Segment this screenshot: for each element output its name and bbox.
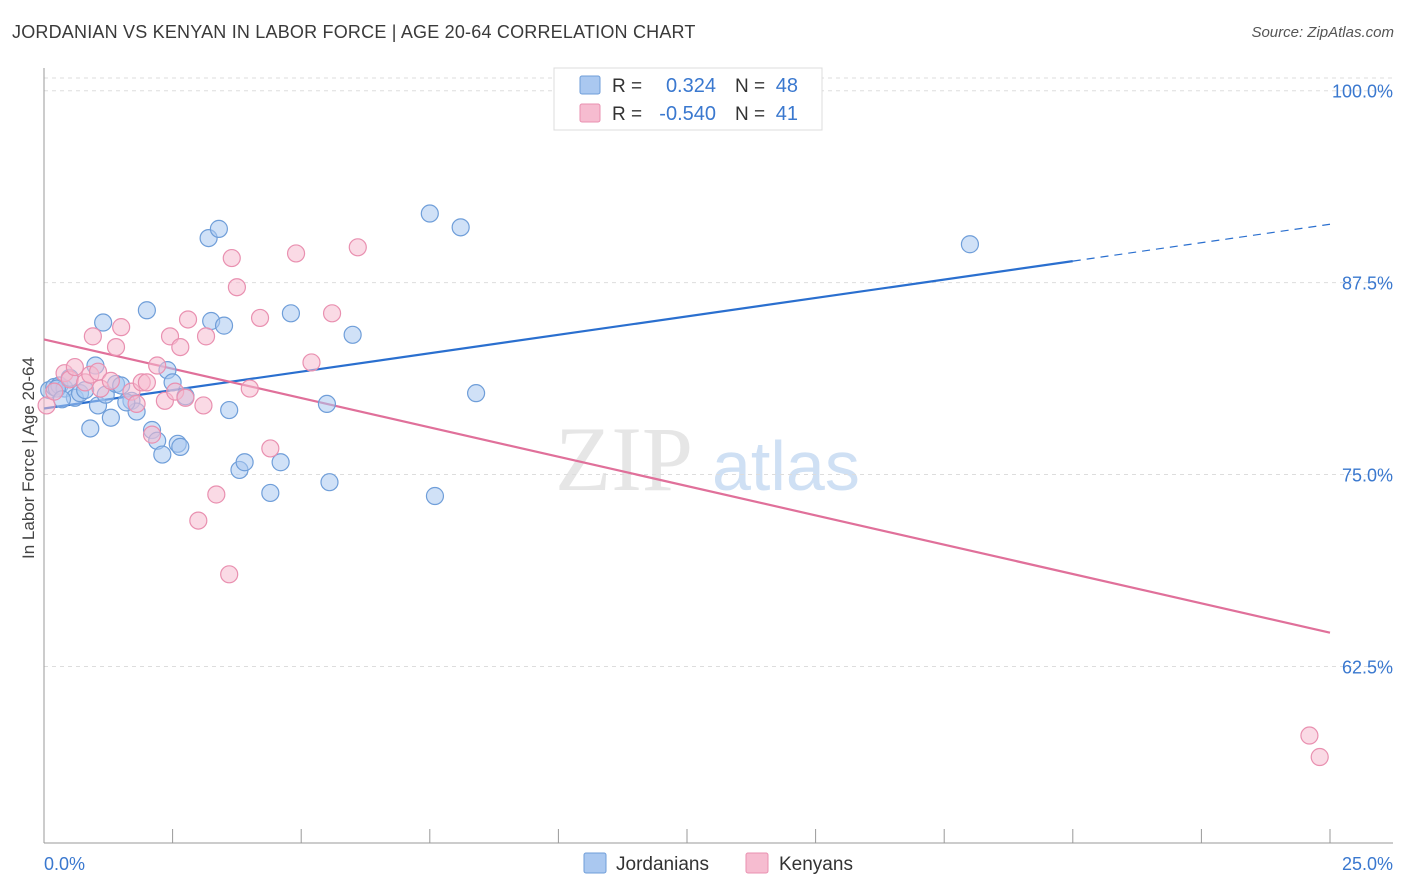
point-jordanians (214, 316, 234, 335)
trend-line-jordanians-extension (1072, 223, 1331, 262)
point-kenyans (101, 371, 120, 390)
correlation-legend: R = 0.324 N = 48 R = -0.540 N = 41 (553, 67, 823, 131)
point-jordanians (320, 473, 339, 492)
point-jordanians (153, 445, 172, 464)
point-kenyans (302, 353, 321, 372)
point-kenyans (137, 373, 156, 392)
bottom-legend-label-kenyans: Kenyans (779, 854, 853, 875)
trend-line-kenyans (43, 338, 1331, 634)
point-jordanians (317, 394, 337, 414)
y-tick-labels: 100.0% 87.5% 75.0% 62.5% (1332, 82, 1393, 678)
watermark-zip: ZIP (555, 408, 693, 510)
trend-line-jordanians (43, 260, 1073, 410)
y-tick-label: 87.5% (1342, 274, 1393, 294)
point-kenyans (142, 425, 162, 444)
y-axis-title: In Labor Force | Age 20-64 (19, 357, 38, 559)
legend-r-value-kenyans: -0.540 (659, 103, 716, 125)
legend-r-label-kenyans: R = (612, 104, 642, 125)
axes (43, 68, 1393, 844)
series-legend: Jordanians Kenyans (583, 852, 853, 875)
point-kenyans (250, 308, 270, 328)
watermark-atlas: atlas (712, 427, 860, 505)
x-tick-label-max: 25.0% (1342, 854, 1393, 874)
point-kenyans (127, 394, 146, 414)
legend-n-value-jordanians: 48 (776, 75, 798, 97)
point-jordanians (81, 419, 100, 438)
point-kenyans (227, 278, 246, 297)
point-jordanians (137, 301, 156, 320)
point-jordanians (281, 304, 301, 323)
point-jordanians (235, 453, 254, 472)
point-kenyans (322, 304, 342, 323)
point-kenyans (1300, 726, 1319, 745)
bottom-legend-swatch-jordanians (583, 852, 607, 874)
legend-n-label-kenyans: N = (735, 104, 765, 125)
point-kenyans (106, 338, 126, 357)
point-kenyans (65, 357, 84, 377)
point-jordanians (420, 204, 439, 223)
chart-source: Source: ZipAtlas.com (1251, 24, 1394, 41)
point-jordanians (220, 400, 239, 420)
point-kenyans (83, 327, 102, 346)
point-kenyans (207, 485, 226, 504)
legend-swatch-kenyans (579, 103, 601, 123)
point-kenyans (220, 565, 239, 584)
legend-r-label-jordanians: R = (612, 76, 642, 97)
point-kenyans (194, 396, 213, 415)
point-jordanians (261, 483, 280, 503)
point-jordanians (171, 437, 190, 456)
y-tick-label: 62.5% (1342, 657, 1393, 677)
point-kenyans (148, 356, 167, 375)
point-kenyans (37, 396, 56, 415)
point-kenyans (171, 338, 190, 357)
point-jordanians (343, 325, 362, 344)
bottom-legend-label-jordanians: Jordanians (616, 854, 709, 875)
point-kenyans (222, 248, 241, 268)
point-jordanians (101, 408, 120, 427)
chart-title: JORDANIAN VS KENYAN IN LABOR FORCE | AGE… (12, 22, 696, 42)
legend-swatch-jordanians (579, 75, 601, 95)
point-kenyans (348, 238, 367, 257)
point-kenyans (240, 379, 259, 398)
point-jordanians (209, 219, 228, 238)
y-tick-label: 100.0% (1332, 82, 1393, 102)
point-kenyans (178, 310, 198, 329)
point-jordanians (271, 453, 290, 472)
point-jordanians (94, 313, 113, 332)
point-kenyans (45, 382, 64, 401)
point-kenyans (189, 511, 208, 530)
legend-n-label-jordanians: N = (735, 76, 765, 97)
legend-r-value-jordanians: 0.324 (666, 75, 716, 97)
point-kenyans (261, 439, 280, 458)
point-kenyans (176, 388, 195, 407)
point-kenyans (1310, 747, 1329, 767)
point-kenyans (112, 318, 131, 337)
x-tick-label-min: 0.0% (44, 854, 85, 874)
point-jordanians (425, 486, 445, 506)
legend-n-value-kenyans: 41 (776, 103, 798, 125)
point-jordanians (960, 235, 980, 254)
point-jordanians (466, 384, 486, 403)
y-tick-label: 75.0% (1342, 466, 1393, 486)
watermark: ZIP atlas (555, 408, 860, 510)
bottom-legend-swatch-kenyans (745, 852, 769, 874)
point-jordanians (451, 218, 470, 237)
data-points (37, 204, 1329, 767)
point-kenyans (196, 327, 216, 346)
point-kenyans (286, 244, 306, 263)
gridlines (44, 77, 1393, 667)
